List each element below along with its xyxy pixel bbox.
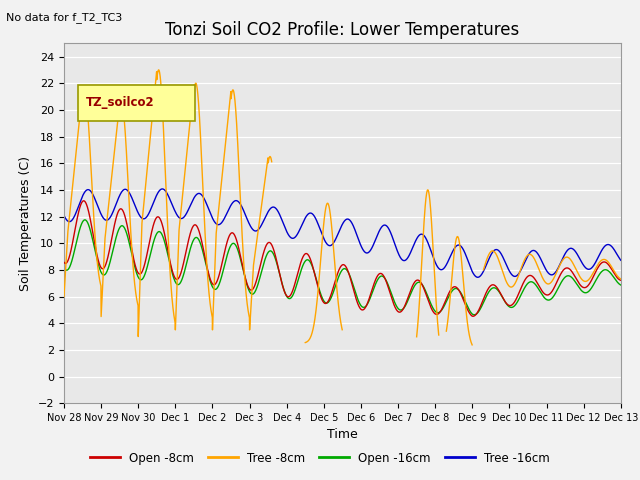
Legend: Open -8cm, Tree -8cm, Open -16cm, Tree -16cm: Open -8cm, Tree -8cm, Open -16cm, Tree -…	[86, 447, 554, 469]
Y-axis label: Soil Temperatures (C): Soil Temperatures (C)	[19, 156, 32, 291]
Text: TZ_soilco2: TZ_soilco2	[86, 96, 155, 109]
Title: Tonzi Soil CO2 Profile: Lower Temperatures: Tonzi Soil CO2 Profile: Lower Temperatur…	[165, 21, 520, 39]
X-axis label: Time: Time	[327, 429, 358, 442]
FancyBboxPatch shape	[78, 84, 195, 120]
Text: No data for f_T2_TC3: No data for f_T2_TC3	[6, 12, 123, 23]
